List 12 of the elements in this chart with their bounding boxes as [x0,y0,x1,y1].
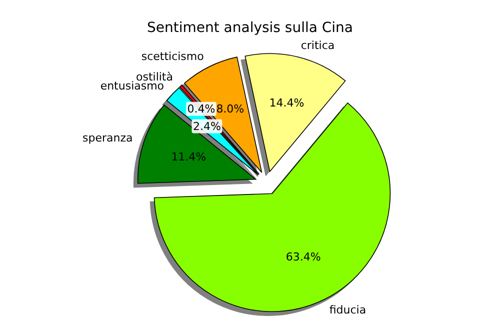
data-label: 2.4% [192,120,221,133]
chart-title: Sentiment analysis sulla Cina [146,20,354,36]
slice-label: fiducia [329,304,366,317]
data-label: 14.4% [269,96,304,110]
data-label: 11.4% [171,150,206,164]
data-label: 8.0% [216,102,244,116]
slice-label: speranza [82,132,133,145]
slice-label: ostilità [136,70,173,84]
data-label: 63.4% [286,250,321,264]
slice-label: critica [300,39,335,52]
data-label: 0.4% [187,102,216,116]
slice-label: scetticismo [141,50,204,63]
